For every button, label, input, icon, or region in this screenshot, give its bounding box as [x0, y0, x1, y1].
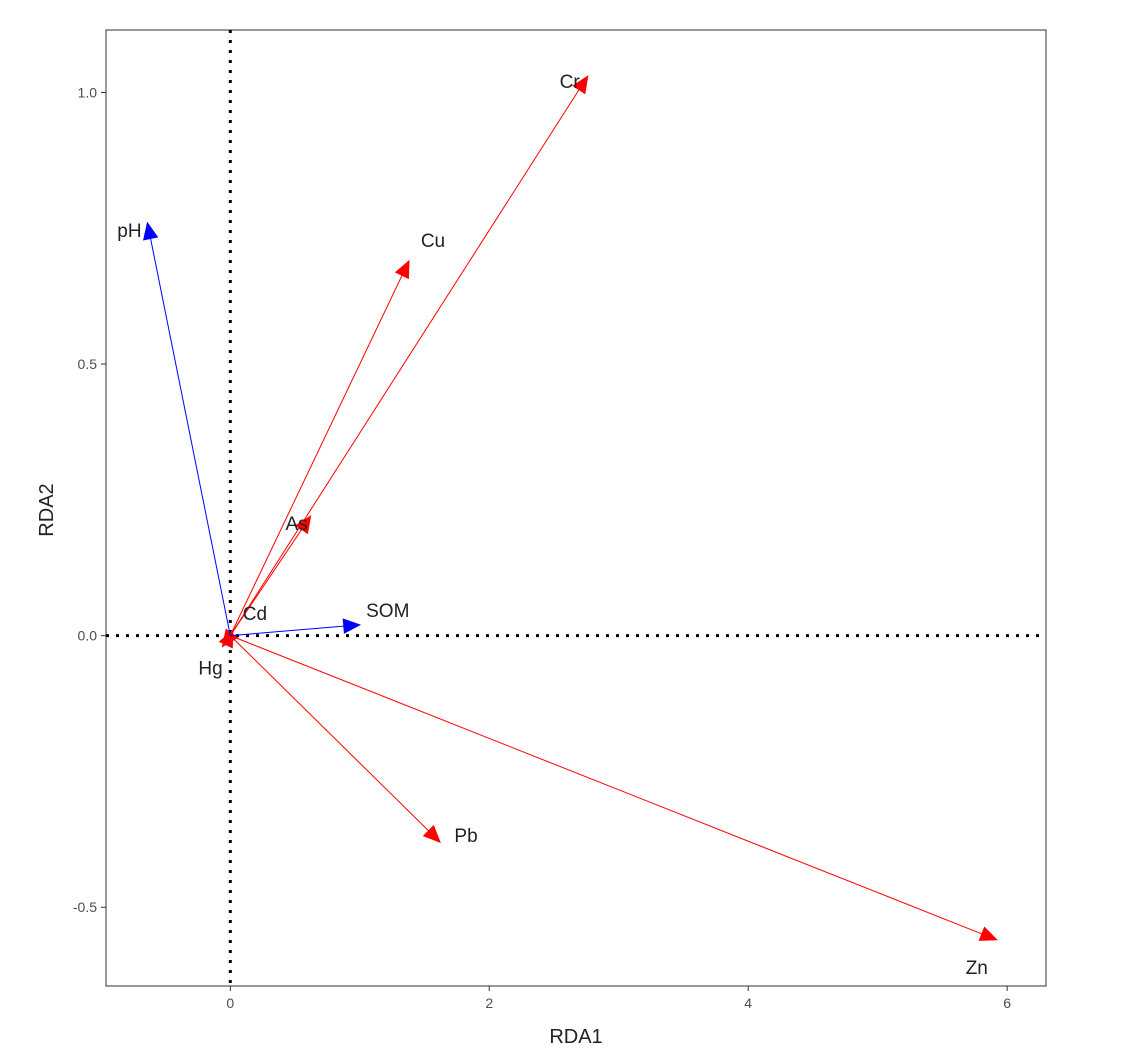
arrow-head-ph [143, 221, 159, 241]
x-tick-label: 4 [744, 995, 752, 1011]
arrow-head-as [294, 515, 312, 535]
y-axis-title: RDA2 [36, 483, 58, 536]
arrow-label-hg: Hg [198, 659, 222, 680]
y-tick-label: 1.0 [78, 84, 98, 100]
x-tick-label: 2 [485, 995, 493, 1011]
x-axis-title: RDA1 [549, 1026, 602, 1048]
arrow-head-som [342, 618, 362, 634]
arrow-label-cu: Cu [421, 231, 445, 252]
arrow-label-zn: Zn [966, 958, 988, 979]
arrow-head-cr [572, 75, 589, 95]
plot-layer: 0 2 4 6 -0.5 0.0 0.5 1.0 Cr Cu As Cd Hg Pb Zn pH SOM [73, 29, 1047, 1011]
arrow-label-cr: Cr [560, 72, 581, 93]
arrow-line-zn [230, 635, 983, 935]
arrow-line-as [229, 529, 303, 636]
arrow-head-pb [422, 824, 441, 843]
arrow-label-ph: pH [117, 221, 141, 242]
panel-border [105, 29, 1047, 987]
x-tick-label: 6 [1003, 995, 1011, 1011]
arrow-head-zn [978, 926, 998, 941]
arrow-label-as: As [285, 514, 307, 535]
arrow-line-cu [229, 275, 403, 636]
arrow-label-pb: Pb [454, 826, 477, 847]
y-tick-label: 0.5 [78, 356, 98, 372]
arrow-head-cu [394, 259, 410, 280]
y-tick-label: 0.0 [78, 628, 98, 644]
arrow-line-pb [229, 635, 429, 832]
arrow-line-cr [229, 89, 580, 636]
arrow-label-cd: Cd [243, 604, 267, 625]
y-tick-label: -0.5 [73, 899, 97, 915]
x-tick-label: 0 [226, 995, 234, 1011]
arrow-line-ph [150, 238, 231, 636]
arrow-line-som [230, 625, 344, 637]
arrow-label-som: SOM [366, 601, 409, 622]
arrow-head-hg [221, 628, 239, 648]
